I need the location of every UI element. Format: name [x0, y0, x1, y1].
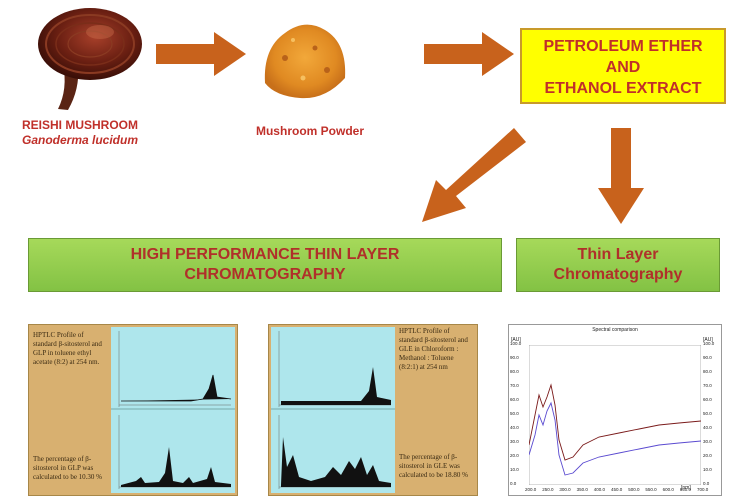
powder-label: Mushroom Powder [255, 124, 364, 138]
spectrum-y-ticks-left: 100.0 90.0 80.0 70.0 60.0 50.0 40.0 30.0 20.0 10.… [510, 341, 528, 486]
spectrum-x-unit: [nm] [681, 485, 691, 491]
y-tick-label: 100.0 [510, 341, 522, 346]
hptlc-line1: HIGH PERFORMANCE THIN LAYER [130, 246, 400, 263]
panel1-note: The percentage of β-sitosterol in GLP wa… [33, 455, 103, 481]
x-tick-label: 550.0 [645, 487, 657, 492]
y-tick-label: 70.0 [510, 383, 519, 388]
x-tick-label: 650.0 [679, 487, 692, 492]
panel1-chromatogram [111, 327, 235, 493]
mushroom-powder-image [264, 24, 346, 99]
extract-line1: PETROLEUM ETHER [543, 38, 703, 55]
panel2-title: HPTLC Profile of standard β-sitosterol a… [399, 327, 468, 371]
arrow-right-icon [424, 32, 514, 76]
x-tick-label: 400.0 [593, 487, 606, 492]
extract-line3: ETHANOL EXTRACT [544, 80, 702, 97]
y-tick-label: 40.0 [703, 425, 712, 430]
y-tick-label: 40.0 [510, 425, 519, 430]
y-tick-label: 80.0 [703, 369, 712, 374]
y-tick-label: 30.0 [703, 439, 712, 444]
arrow-down-left-icon [422, 128, 526, 222]
y-tick-label: 0.0 [703, 481, 710, 486]
mushroom-species: Ganoderma lucidum [21, 133, 139, 147]
tlc-line2: Chromatography [553, 266, 683, 283]
y-tick-label: 80.0 [510, 369, 519, 374]
tlc-box: Thin Layer Chromatography [516, 238, 720, 292]
y-tick-label: 90.0 [510, 355, 519, 360]
y-tick-label: 30.0 [510, 439, 519, 444]
spectrum-title: Spectral comparison [592, 327, 638, 333]
y-tick-label: 0.0 [510, 481, 517, 486]
reishi-mushroom-image [38, 8, 142, 110]
spectrum-plot-area [529, 345, 701, 485]
spectrum-y-unit-left: [AU] [511, 337, 521, 343]
spectrum-y-ticks-right: 100.0 90.0 80.0 70.0 60.0 50.0 40.0 30.0 20.0 10.… [703, 341, 721, 486]
hptlc-line2: CHROMATOGRAPHY [184, 266, 346, 283]
y-tick-label: 20.0 [510, 453, 519, 458]
arrow-right-icon [156, 32, 246, 76]
y-tick-label: 60.0 [510, 397, 519, 402]
tlc-line1: Thin Layer [577, 246, 659, 263]
arrow-down-icon [598, 128, 644, 224]
x-tick-label: 600.0 [662, 487, 674, 492]
y-tick-label: 100.0 [703, 341, 715, 346]
hptlc-box: HIGH PERFORMANCE THIN LAYER CHROMATOGRAP… [28, 238, 502, 292]
x-tick-label: 700.0 [697, 487, 709, 492]
y-tick-label: 50.0 [703, 411, 712, 416]
x-tick-label: 300.0 [559, 487, 571, 492]
extract-line2: AND [605, 59, 641, 76]
panel2-chromatogram [271, 327, 395, 493]
x-tick-label: 350.0 [576, 487, 588, 492]
y-tick-label: 60.0 [703, 397, 712, 402]
mushroom-name: REISHI MUSHROOM [21, 118, 138, 132]
spectrum-x-ticks: 200.0 250.0 300.0 350.0 400.0 450.0 500.0 550.0… [525, 487, 708, 495]
y-tick-label: 10.0 [703, 467, 712, 472]
hptlc-panel-1: HPTLC Profile of standard β-sitosterol a… [28, 324, 238, 496]
panel1-title: HPTLC Profile of standard β-sitosterol a… [33, 331, 102, 366]
y-tick-label: 20.0 [703, 453, 712, 458]
spectral-comparison-chart: Spectral comparison [AU] [AU] [nm] 100.0… [508, 324, 722, 496]
x-tick-label: 500.0 [628, 487, 640, 492]
x-tick-label: 200.0 [525, 487, 537, 492]
y-tick-label: 70.0 [703, 383, 712, 388]
y-tick-label: 10.0 [510, 467, 519, 472]
extract-box: PETROLEUM ETHER AND ETHANOL EXTRACT [520, 28, 726, 104]
x-tick-label: 250.0 [542, 487, 554, 492]
panel2-note: The percentage of β-sitosterol in GLE wa… [399, 453, 469, 479]
hptlc-panel-2: HPTLC Profile of standard β-sitosterol a… [268, 324, 478, 496]
spectrum-y-unit-right: [AU] [703, 337, 713, 343]
y-tick-label: 50.0 [510, 411, 519, 416]
x-tick-label: 450.0 [611, 487, 623, 492]
y-tick-label: 90.0 [703, 355, 712, 360]
